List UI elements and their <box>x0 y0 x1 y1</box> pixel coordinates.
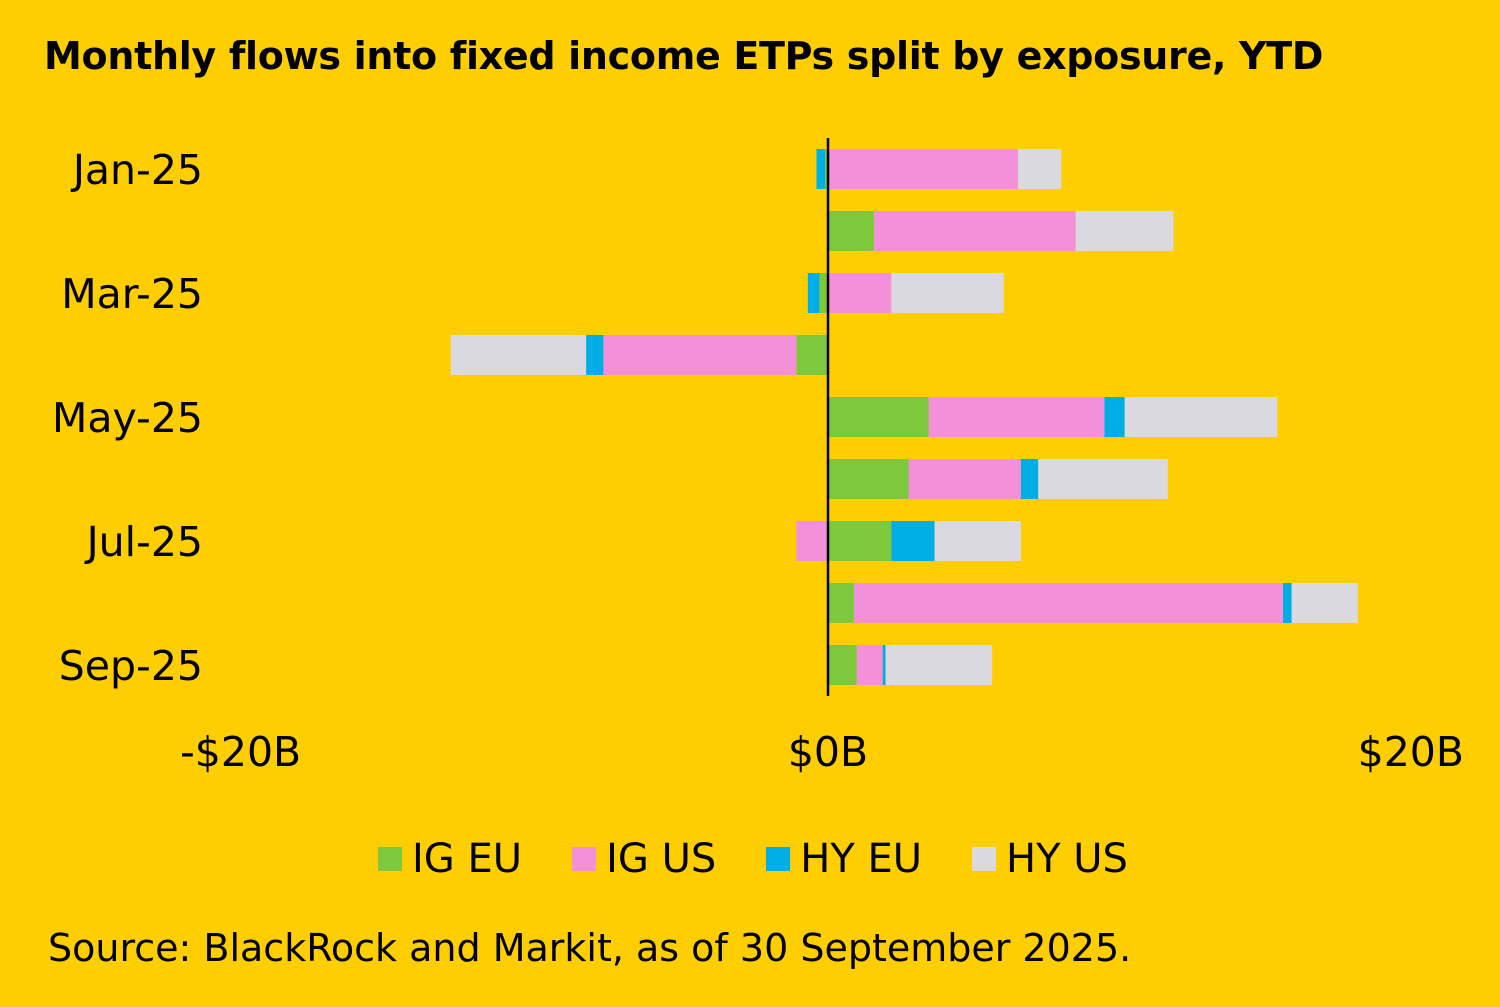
legend-item-hy-eu: HY EU <box>766 836 922 882</box>
bar-sep-25-ig-eu <box>828 645 857 685</box>
bar-jun-25-ig-eu <box>828 459 909 499</box>
bar-jul-25-hy-eu <box>891 521 935 561</box>
bar-sep-25-hy-us <box>885 645 993 685</box>
bar-jul-25-ig-us <box>796 521 828 561</box>
bar-aug-25-hy-us <box>1291 583 1358 623</box>
category-label-jan-25: Jan-25 <box>70 146 203 194</box>
bar-apr-25-ig-us <box>603 335 797 375</box>
bar-jun-25-ig-us <box>908 459 1021 499</box>
legend: IG EU IG US HY EU HY US <box>378 836 1178 882</box>
bar-feb-25-ig-us <box>874 211 1076 251</box>
x-tick-label-0: $0B <box>788 728 868 776</box>
bar-may-25-ig-eu <box>828 397 929 437</box>
chart-title: Monthly flows into fixed income ETPs spl… <box>44 34 1324 78</box>
bar-jan-25-ig-us <box>828 149 1019 189</box>
legend-swatch-hy-us <box>972 847 997 871</box>
category-label-sep-25: Sep-25 <box>59 642 203 690</box>
bar-feb-25-hy-us <box>1075 211 1174 251</box>
bar-mar-25-hy-eu <box>807 273 820 313</box>
bar-aug-25-ig-us <box>853 583 1284 623</box>
bar-apr-25-hy-eu <box>586 335 604 375</box>
bar-apr-25-ig-eu <box>796 335 828 375</box>
bar-mar-25-ig-us <box>828 273 892 313</box>
legend-item-ig-us: IG US <box>572 836 716 882</box>
legend-swatch-ig-eu <box>378 847 402 871</box>
legend-label-hy-eu: HY EU <box>800 836 923 882</box>
x-tick-label-neg20: -$20B <box>180 728 301 776</box>
bar-aug-25-hy-eu <box>1283 583 1292 623</box>
bar-may-25-ig-us <box>928 397 1105 437</box>
bar-feb-25-ig-eu <box>828 211 875 251</box>
bar-jul-25-hy-us <box>934 521 1021 561</box>
bar-aug-25-ig-eu <box>828 583 854 623</box>
bar-jan-25-hy-us <box>1018 149 1062 189</box>
legend-label-hy-us: HY US <box>1006 836 1128 882</box>
legend-swatch-ig-us <box>572 847 597 871</box>
bar-jan-25-ig-eu <box>825 149 828 189</box>
bar-may-25-hy-eu <box>1104 397 1125 437</box>
legend-swatch-hy-eu <box>766 847 791 871</box>
legend-item-hy-us: HY US <box>972 836 1128 882</box>
bar-jun-25-hy-us <box>1038 459 1168 499</box>
source-note: Source: BlackRock and Markit, as of 30 S… <box>48 926 1132 970</box>
bar-apr-25-hy-us <box>450 335 587 375</box>
legend-label-ig-us: IG US <box>606 836 717 882</box>
bar-chart: Jan-25 Mar-25 May-25 Jul-25 Sep-25 -$20B $0B $2… <box>52 138 1464 776</box>
bar-jun-25-hy-eu <box>1020 459 1039 499</box>
category-label-jul-25: Jul-25 <box>84 518 203 566</box>
bar-may-25-hy-us <box>1124 397 1278 437</box>
bar-jan-25-hy-eu <box>816 149 826 189</box>
bar-sep-25-hy-eu <box>882 645 886 685</box>
bar-jul-25-ig-eu <box>828 521 892 561</box>
bar-mar-25-ig-eu <box>819 273 828 313</box>
bar-mar-25-hy-us <box>891 273 1004 313</box>
legend-item-ig-eu: IG EU <box>378 836 522 882</box>
legend-label-ig-eu: IG EU <box>412 836 523 882</box>
x-tick-label-20: $20B <box>1358 728 1464 776</box>
bar-sep-25-ig-us <box>856 645 883 685</box>
category-label-mar-25: Mar-25 <box>61 270 203 318</box>
category-label-may-25: May-25 <box>52 394 203 442</box>
